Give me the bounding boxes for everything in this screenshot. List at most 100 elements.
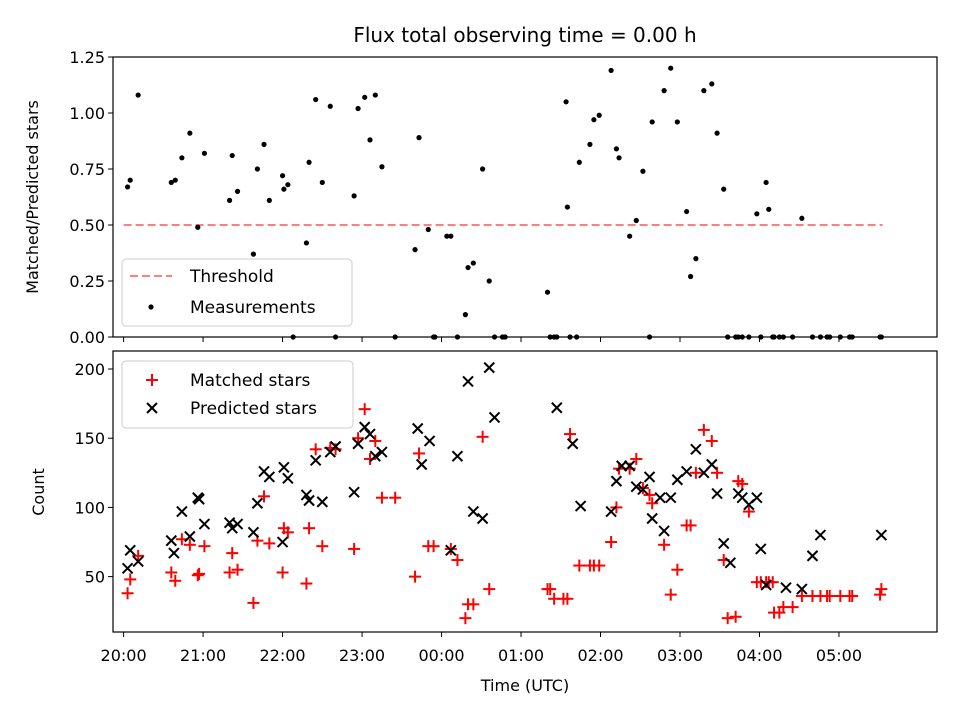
measurement-point	[306, 159, 312, 165]
matched-stars-point	[451, 554, 464, 567]
measurement-point	[709, 81, 715, 87]
predicted-stars-point	[193, 493, 205, 505]
bottom-x-tick-label: 02:00	[577, 646, 623, 665]
measurement-point	[234, 188, 241, 194]
measurement-point	[168, 179, 174, 186]
measurement-point	[766, 206, 772, 212]
top-panel: Flux total observing time = 0.00 h Match…	[23, 23, 938, 347]
measurement-point	[576, 159, 582, 165]
measurement-point	[355, 105, 361, 112]
matched-stars-point	[258, 490, 271, 503]
predicted-stars-point	[451, 450, 464, 462]
predicted-stars-point	[358, 421, 371, 433]
measurement-point	[754, 211, 760, 217]
bottom-y-tick-label: 100	[74, 498, 105, 517]
predicted-stars-point	[282, 472, 294, 485]
predicted-stars-point	[796, 583, 808, 595]
predicted-stars-point	[718, 537, 730, 550]
top-y-tick-label: 1.25	[69, 48, 105, 67]
measurement-point	[564, 204, 570, 210]
predicted-stars-point	[623, 460, 636, 472]
matched-stars-point	[875, 583, 888, 596]
measurement-point	[135, 92, 141, 98]
top-ylabel: Matched/Predicted stars	[23, 100, 42, 294]
matched-stars-point	[593, 559, 606, 572]
top-legend: Threshold Measurements	[121, 258, 353, 327]
measurement-point	[640, 168, 646, 174]
measurement-point	[480, 166, 486, 172]
predicted-stars-point	[198, 518, 211, 530]
matched-stars-point	[223, 566, 236, 579]
matched-stars-point	[300, 577, 313, 590]
measurement-point	[668, 65, 674, 71]
predicted-stars-point	[411, 422, 424, 435]
matched-stars-point	[247, 596, 260, 609]
matched-stars-point	[742, 505, 755, 518]
bottom-x-tick-label: 04:00	[736, 646, 782, 665]
matched-stars-point	[389, 491, 402, 504]
matched-stars-point	[729, 610, 742, 623]
predicted-stars-point	[165, 534, 177, 547]
matched-stars-point	[476, 430, 489, 443]
measurement-point	[266, 197, 272, 203]
predicted-stars-point	[630, 480, 642, 493]
measurement-point	[608, 67, 614, 74]
predicted-stars-point	[278, 461, 290, 473]
predicted-stars-point	[814, 529, 827, 541]
top-axes-frame	[112, 56, 938, 338]
matched-stars-point	[281, 526, 294, 539]
matched-stars-points	[121, 403, 888, 625]
legend-predicted-label: Predicted stars	[190, 399, 317, 419]
measurement-point	[674, 119, 680, 125]
predicted-stars-point	[462, 375, 474, 388]
measurement-point	[372, 92, 378, 98]
predicted-stars-point	[551, 402, 563, 414]
measurement-point	[351, 193, 357, 199]
predicted-stars-point	[132, 555, 144, 568]
bottom-x-tick-label: 21:00	[180, 646, 226, 665]
matched-stars-point	[121, 587, 134, 600]
measurement-point	[327, 103, 333, 109]
predicted-stars-point	[665, 492, 677, 504]
predicted-stars-point	[488, 411, 501, 424]
measurement-point	[261, 141, 267, 147]
top-y-tick-label: 0.75	[69, 160, 105, 179]
bottom-legend-box	[121, 360, 354, 429]
measurement-point	[127, 177, 133, 183]
measurement-point	[313, 96, 319, 103]
matched-stars-point	[671, 563, 684, 576]
matched-stars-point	[352, 432, 365, 445]
predicted-stars-point	[316, 496, 329, 508]
bottom-y-tick-label: 150	[74, 429, 105, 448]
bottom-legend: Matched stars Predicted stars	[121, 360, 354, 429]
legend-measurements-label: Measurements	[190, 298, 316, 318]
measurement-point	[596, 112, 602, 118]
bottom-y-ticks: 50 100 150 200	[74, 360, 113, 587]
predicted-stars-point	[605, 505, 617, 518]
predicted-stars-point	[483, 361, 495, 374]
top-title: Flux total observing time = 0.00 h	[353, 23, 696, 47]
matched-stars-point	[605, 536, 618, 549]
matched-stars-point	[183, 538, 196, 551]
top-y-tick-label: 0.00	[69, 328, 105, 347]
top-y-tick-label: 1.00	[69, 104, 105, 123]
measurement-point	[124, 184, 131, 190]
predicted-stars-point	[806, 550, 819, 562]
measurement-point	[303, 240, 310, 246]
predicted-stars-point	[184, 530, 196, 543]
legend-threshold-label: Threshold	[189, 267, 274, 287]
measurement-point	[229, 152, 235, 159]
matched-stars-point	[823, 590, 836, 603]
matched-stars-point	[358, 403, 371, 416]
bottom-x-tick-label: 05:00	[816, 646, 862, 665]
predicted-stars-points	[121, 361, 888, 595]
matched-stars-point	[467, 598, 480, 611]
predicted-stars-point	[445, 544, 457, 557]
matched-stars-point	[309, 443, 322, 456]
predicted-stars-point	[348, 486, 360, 498]
matched-stars-point	[684, 519, 697, 532]
predicted-stars-point	[610, 475, 623, 487]
predicted-stars-point	[376, 446, 388, 458]
matched-stars-point	[646, 497, 659, 510]
